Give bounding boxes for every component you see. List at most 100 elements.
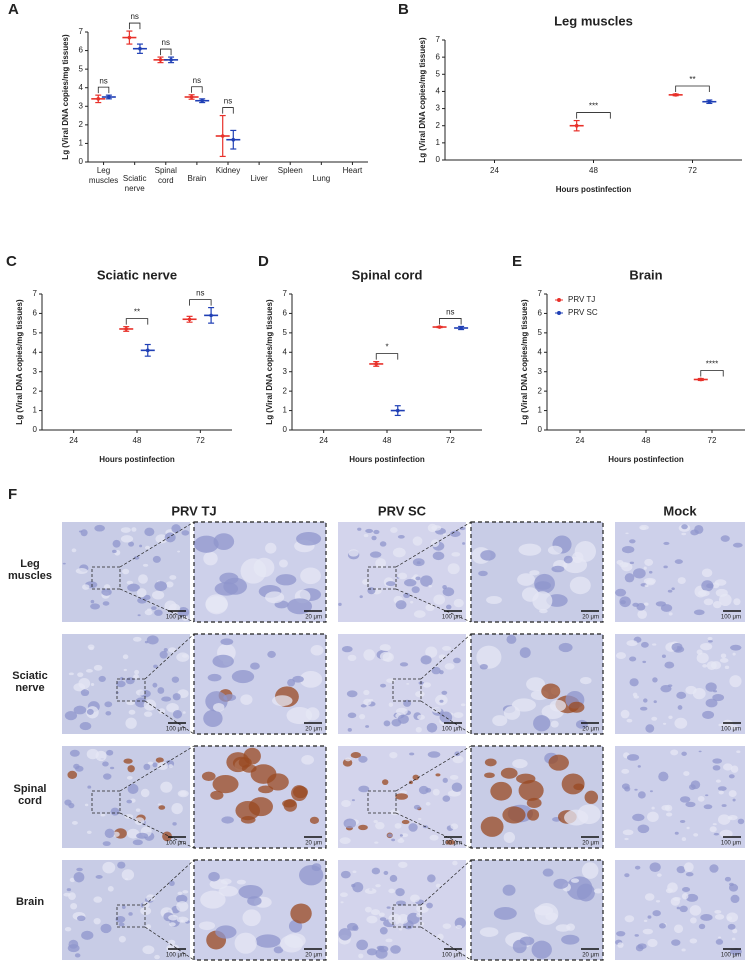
tissue-texture: [383, 870, 389, 875]
tissue-texture: [480, 816, 504, 837]
tissue-texture: [685, 872, 694, 877]
tissue-texture: [551, 565, 565, 573]
tissue-texture: [75, 568, 88, 575]
tissue-texture: [720, 535, 730, 542]
scale-bar-label: 20 μm: [305, 727, 322, 733]
tissue-texture: [700, 642, 713, 651]
y-tick-label: 3: [538, 367, 543, 376]
tissue-texture: [442, 533, 447, 536]
tissue-texture: [697, 795, 705, 802]
tissue-texture: [235, 800, 261, 821]
tissue-texture: [671, 642, 683, 652]
tissue-texture: [152, 682, 158, 688]
tissue-texture: [394, 823, 402, 829]
panel-label: C: [6, 253, 17, 270]
tissue-texture: [78, 530, 83, 533]
tissue-texture: [649, 862, 661, 873]
tissue-texture: [413, 610, 426, 618]
tissue-texture: [176, 894, 188, 904]
column-header: PRV SC: [378, 503, 427, 518]
tissue-texture: [574, 540, 596, 562]
tissue-texture: [416, 904, 429, 914]
scale-bar-label: 20 μm: [582, 727, 599, 733]
tissue-texture: [62, 562, 66, 565]
tissue-texture: [617, 942, 624, 948]
tissue-texture: [102, 841, 111, 847]
tissue-texture: [395, 793, 408, 800]
tissue-texture: [727, 923, 736, 930]
tissue-texture: [177, 607, 190, 618]
tissue-texture: [118, 935, 126, 943]
tissue-texture: [68, 672, 74, 676]
tissue-texture: [371, 867, 381, 875]
tissue-texture: [406, 683, 410, 685]
tissue-texture: [720, 653, 727, 659]
tissue-texture: [647, 811, 659, 823]
tissue-texture: [519, 936, 535, 946]
tissue-texture: [154, 609, 163, 616]
tissue-texture: [68, 802, 75, 809]
tissue-texture: [442, 795, 451, 802]
tissue-texture: [624, 837, 629, 841]
tissue-texture: [429, 834, 439, 841]
y-tick-label: 2: [283, 386, 288, 395]
scale-bar-label: 20 μm: [582, 615, 599, 621]
tissue-texture: [388, 702, 394, 707]
tissue-texture: [664, 661, 675, 669]
tissue-texture: [67, 770, 78, 779]
tissue-texture: [649, 790, 653, 793]
tissue-texture: [676, 906, 680, 910]
tissue-texture: [126, 580, 134, 585]
tissue-texture: [177, 790, 189, 798]
tissue-texture: [399, 790, 408, 795]
tissue-texture: [219, 572, 239, 585]
tissue-texture: [727, 816, 733, 820]
tissue-texture: [682, 886, 691, 892]
tissue-texture: [412, 774, 420, 781]
tissue-texture: [693, 609, 705, 616]
tissue-texture: [157, 761, 169, 771]
tissue-texture: [689, 938, 698, 944]
tissue-texture: [427, 874, 436, 883]
tissue-texture: [484, 758, 497, 767]
x-tick-label: 48: [589, 166, 598, 175]
tissue-texture: [143, 711, 153, 717]
tissue-texture: [231, 670, 255, 684]
tissue-texture: [449, 774, 459, 780]
tissue-texture: [629, 656, 637, 662]
tissue-texture: [123, 668, 127, 672]
tissue-texture: [442, 587, 455, 597]
tissue-texture: [529, 570, 540, 576]
tissue-texture: [120, 676, 124, 681]
scale-bar-label: 20 μm: [305, 615, 322, 621]
tissue-texture: [171, 524, 181, 534]
tissue-texture: [637, 824, 650, 834]
tissue-texture: [167, 939, 176, 945]
tissue-texture: [94, 524, 105, 532]
tissue-texture: [104, 701, 113, 708]
tissue-texture: [379, 917, 387, 922]
tissue-texture: [253, 557, 275, 578]
tissue-texture: [383, 720, 391, 727]
tissue-texture: [213, 533, 235, 550]
tissue-texture: [365, 725, 370, 728]
mean-dot: [200, 98, 204, 103]
tissue-texture: [280, 935, 303, 953]
tissue-texture: [64, 711, 78, 721]
tissue-texture: [432, 551, 445, 561]
tissue-texture: [679, 796, 691, 803]
tissue-texture: [118, 922, 125, 927]
tissue-texture: [671, 939, 681, 946]
tissue-texture: [171, 803, 183, 815]
tissue-texture: [541, 683, 561, 700]
significance-bracket: [576, 112, 611, 119]
tissue-texture: [420, 655, 432, 665]
tissue-texture: [395, 600, 407, 610]
tissue-texture: [340, 892, 348, 898]
tissue-texture: [447, 563, 460, 575]
tissue-texture: [718, 936, 722, 939]
tissue-texture: [265, 591, 285, 604]
tissue-texture: [668, 715, 673, 719]
tissue-texture: [341, 645, 353, 653]
tissue-texture: [662, 722, 667, 725]
